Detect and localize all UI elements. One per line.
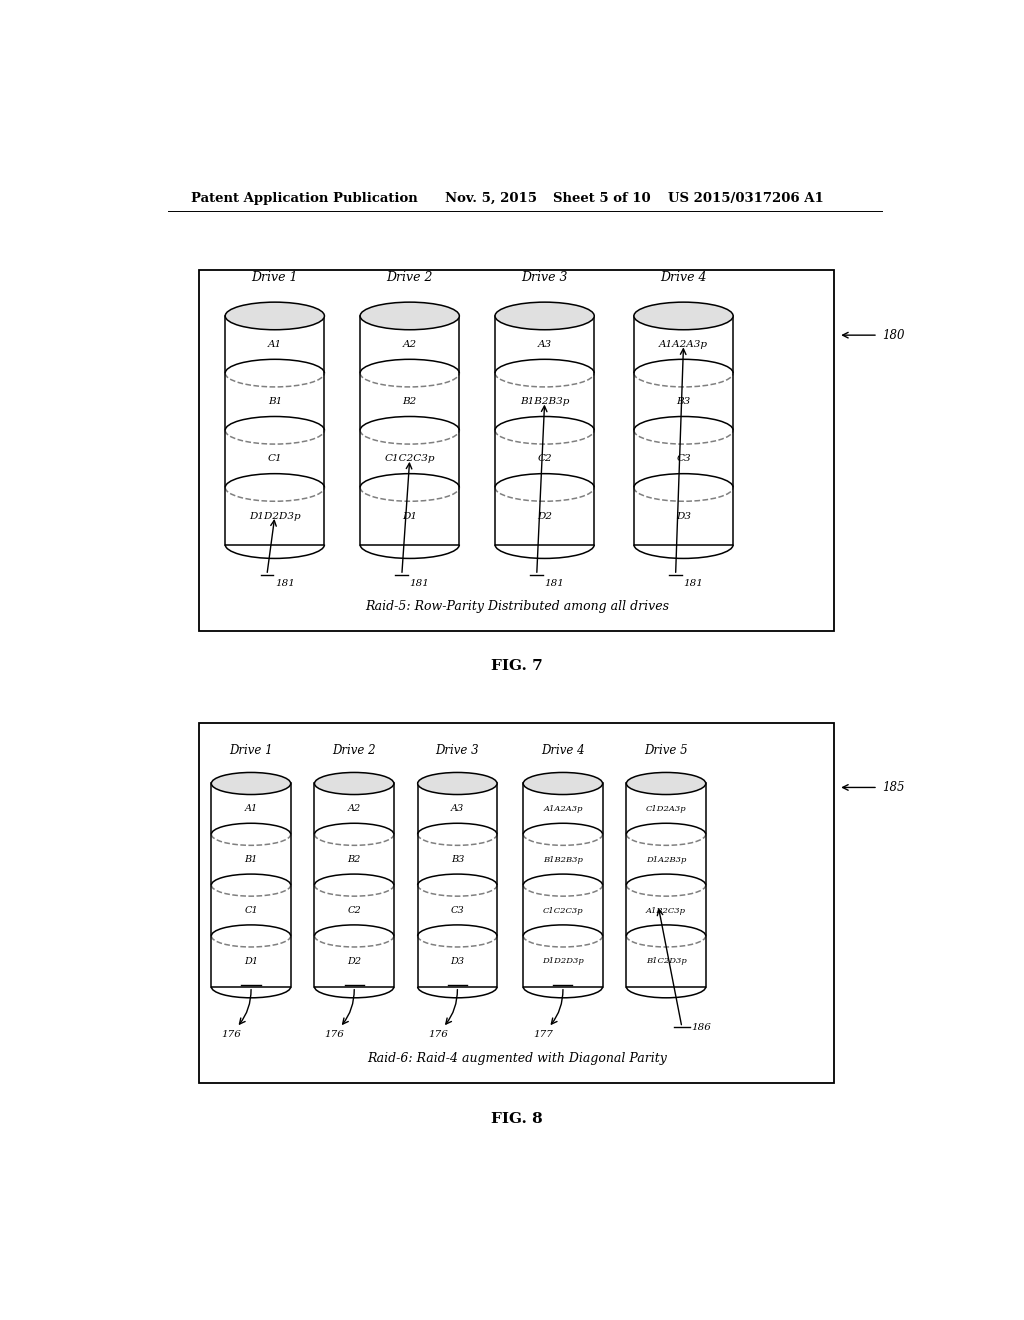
Text: A2: A2 bbox=[347, 804, 360, 813]
Text: Drive 4: Drive 4 bbox=[541, 744, 585, 758]
Text: FIG. 7: FIG. 7 bbox=[490, 660, 543, 673]
Text: Nov. 5, 2015: Nov. 5, 2015 bbox=[445, 191, 538, 205]
Bar bbox=[200, 722, 835, 1084]
Text: C1D2A3p: C1D2A3p bbox=[646, 805, 686, 813]
Text: 181: 181 bbox=[545, 579, 564, 589]
Text: C1: C1 bbox=[244, 906, 258, 915]
Text: B1C2D3p: B1C2D3p bbox=[646, 957, 686, 965]
Text: C3: C3 bbox=[676, 454, 691, 463]
Text: B3: B3 bbox=[451, 855, 464, 865]
Text: D1D2D3p: D1D2D3p bbox=[249, 512, 301, 520]
Ellipse shape bbox=[418, 772, 497, 795]
Ellipse shape bbox=[225, 302, 325, 330]
Text: B3: B3 bbox=[677, 397, 690, 407]
Text: Drive 3: Drive 3 bbox=[435, 744, 479, 758]
Text: C1C2C3p: C1C2C3p bbox=[543, 907, 584, 915]
Text: B1B2B3p: B1B2B3p bbox=[543, 855, 583, 863]
Text: D3: D3 bbox=[451, 957, 465, 966]
Bar bbox=[495, 315, 594, 545]
Text: C1C2C3p: C1C2C3p bbox=[384, 454, 435, 463]
Text: D2: D2 bbox=[347, 957, 361, 966]
Text: Drive 1: Drive 1 bbox=[252, 271, 298, 284]
Text: Drive 2: Drive 2 bbox=[333, 744, 376, 758]
Ellipse shape bbox=[523, 772, 602, 795]
Ellipse shape bbox=[360, 302, 460, 330]
Text: D2: D2 bbox=[538, 512, 552, 520]
Ellipse shape bbox=[634, 302, 733, 330]
Text: 185: 185 bbox=[882, 781, 904, 793]
Bar bbox=[523, 784, 602, 987]
Text: Drive 2: Drive 2 bbox=[386, 271, 433, 284]
Ellipse shape bbox=[314, 772, 394, 795]
Text: 176: 176 bbox=[428, 1031, 447, 1039]
Text: Raid-5: Row-Parity Distributed among all drives: Raid-5: Row-Parity Distributed among all… bbox=[365, 599, 669, 612]
Text: B2: B2 bbox=[402, 397, 417, 407]
Ellipse shape bbox=[211, 772, 291, 795]
Text: 176: 176 bbox=[325, 1031, 345, 1039]
Bar bbox=[418, 784, 497, 987]
Text: 181: 181 bbox=[274, 579, 295, 589]
Text: US 2015/0317206 A1: US 2015/0317206 A1 bbox=[668, 191, 823, 205]
Bar bbox=[200, 271, 835, 631]
Text: Drive 5: Drive 5 bbox=[644, 744, 688, 758]
Text: A2: A2 bbox=[402, 341, 417, 348]
Text: A3: A3 bbox=[538, 341, 552, 348]
Text: C2: C2 bbox=[347, 906, 361, 915]
Text: A1A2A3p: A1A2A3p bbox=[659, 341, 708, 348]
Text: D1D2D3p: D1D2D3p bbox=[542, 957, 584, 965]
Text: A1B2C3p: A1B2C3p bbox=[646, 907, 686, 915]
Text: A1: A1 bbox=[245, 804, 258, 813]
Bar bbox=[211, 784, 291, 987]
Text: Raid-6: Raid-4 augmented with Diagonal Parity: Raid-6: Raid-4 augmented with Diagonal P… bbox=[367, 1052, 667, 1065]
Bar bbox=[634, 315, 733, 545]
Text: B1: B1 bbox=[245, 855, 258, 865]
Text: Patent Application Publication: Patent Application Publication bbox=[191, 191, 418, 205]
Text: B1: B1 bbox=[267, 397, 282, 407]
Text: D1: D1 bbox=[244, 957, 258, 966]
Bar bbox=[314, 784, 394, 987]
Text: C3: C3 bbox=[451, 906, 464, 915]
Text: Drive 4: Drive 4 bbox=[660, 271, 707, 284]
Text: FIG. 8: FIG. 8 bbox=[490, 1111, 543, 1126]
Text: A1: A1 bbox=[267, 341, 282, 348]
Text: Drive 1: Drive 1 bbox=[229, 744, 272, 758]
Ellipse shape bbox=[495, 302, 594, 330]
Text: 177: 177 bbox=[534, 1031, 553, 1039]
Text: D1A2B3p: D1A2B3p bbox=[646, 855, 686, 863]
Bar bbox=[225, 315, 325, 545]
Bar bbox=[627, 784, 706, 987]
Text: A3: A3 bbox=[451, 804, 464, 813]
Text: D3: D3 bbox=[676, 512, 691, 520]
Text: C1: C1 bbox=[267, 454, 283, 463]
Text: D1: D1 bbox=[402, 512, 417, 520]
Bar bbox=[360, 315, 460, 545]
Text: Drive 3: Drive 3 bbox=[521, 271, 568, 284]
Text: B1B2B3p: B1B2B3p bbox=[520, 397, 569, 407]
Text: 176: 176 bbox=[221, 1031, 242, 1039]
Text: 181: 181 bbox=[684, 579, 703, 589]
Text: 186: 186 bbox=[691, 1023, 712, 1032]
Text: B2: B2 bbox=[347, 855, 360, 865]
Text: 181: 181 bbox=[410, 579, 430, 589]
Text: 180: 180 bbox=[882, 329, 904, 342]
Text: C2: C2 bbox=[538, 454, 552, 463]
Text: A1A2A3p: A1A2A3p bbox=[543, 805, 583, 813]
Ellipse shape bbox=[627, 772, 706, 795]
Text: Sheet 5 of 10: Sheet 5 of 10 bbox=[553, 191, 650, 205]
